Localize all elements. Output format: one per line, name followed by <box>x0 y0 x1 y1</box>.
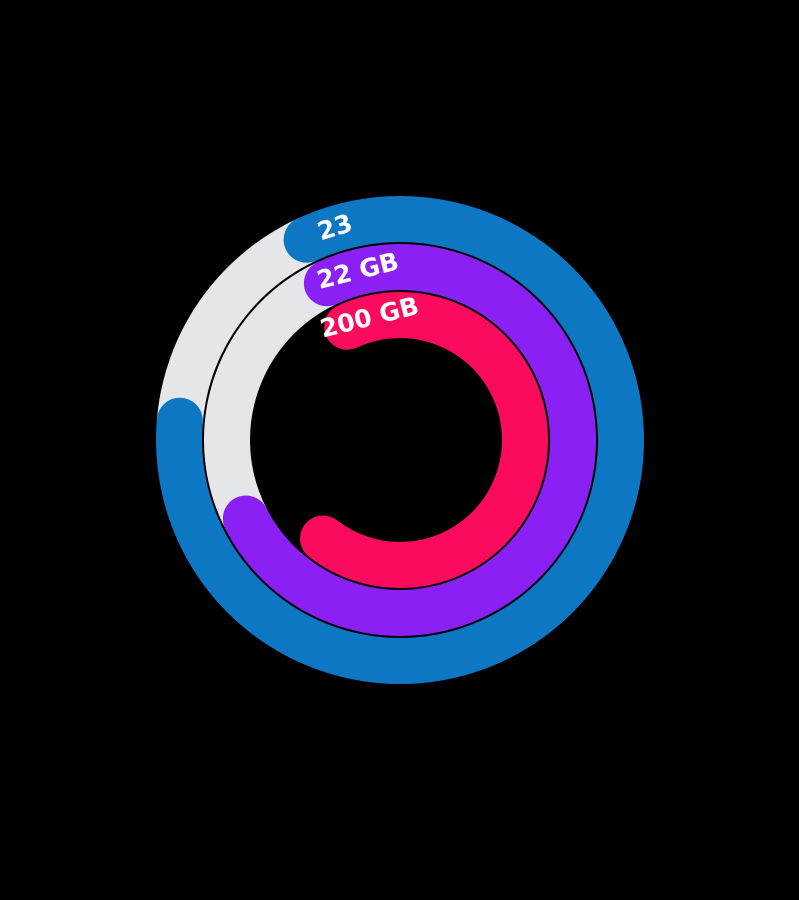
ring-track-ring-middle <box>204 260 350 542</box>
ring-track-ring-outer <box>156 216 330 444</box>
ring-arc-ring-middle[interactable] <box>222 244 596 636</box>
ring-arc-ring-inner[interactable] <box>300 292 548 588</box>
ring-arcs-group <box>156 196 644 684</box>
ring-tracks-group <box>156 216 350 542</box>
ring-arc-ring-outer[interactable] <box>156 196 644 684</box>
